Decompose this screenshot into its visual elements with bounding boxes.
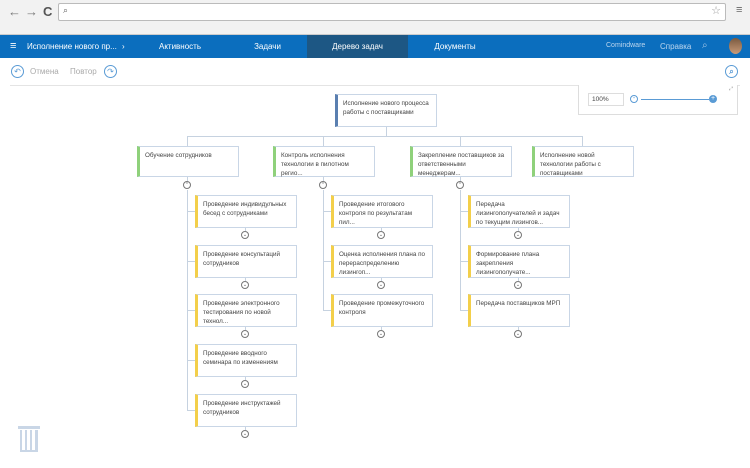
zoom-out-icon[interactable]: - [630, 95, 638, 103]
expand-toggle[interactable]: ⌄ [514, 281, 522, 289]
brand-link[interactable]: Comindware [606, 42, 646, 49]
redo-icon[interactable]: ↷ [104, 65, 117, 78]
subtask-node[interactable]: Передача лизингополучателей и задач по т… [468, 195, 570, 228]
expand-toggle[interactable]: ⌄ [241, 231, 249, 239]
connector [245, 427, 246, 430]
subtask-node[interactable]: Проведение итогового контроля по результ… [331, 195, 433, 228]
connector [187, 261, 195, 262]
connector [187, 360, 195, 361]
expand-toggle[interactable]: ⌄ [377, 330, 385, 338]
connector [518, 278, 519, 281]
connector [187, 190, 188, 410]
connector [187, 410, 195, 411]
undo-button[interactable]: Отмена [30, 67, 59, 76]
connector [187, 136, 583, 137]
chevron-right-icon: › [122, 42, 125, 51]
expand-toggle[interactable]: ⌄ [241, 281, 249, 289]
browser-chrome: ← → C ⌕ ☆ ≡ [0, 0, 750, 35]
connector [245, 377, 246, 380]
back-button[interactable]: ← [8, 4, 21, 19]
connector [323, 136, 324, 146]
connector [460, 190, 461, 310]
reload-button[interactable]: C [43, 4, 53, 19]
tab-task-tree[interactable]: Дерево задач [307, 35, 408, 58]
subtask-node[interactable]: Проведение инструктажей сотрудников [195, 394, 297, 427]
zoom-in-icon[interactable]: + [709, 95, 717, 103]
connector [323, 310, 331, 311]
subtask-node[interactable]: Проведение промежуточного контроля [331, 294, 433, 327]
menu-icon[interactable]: ≡ [736, 4, 743, 16]
connector [381, 327, 382, 330]
connector [460, 310, 468, 311]
forward-button[interactable]: → [25, 4, 38, 19]
connector [460, 177, 461, 181]
subtask-node[interactable]: Проведение индивидульных бесед с сотрудн… [195, 195, 297, 228]
connector [460, 136, 461, 146]
subtask-node[interactable]: Оценка исполнения плана по перераспредел… [331, 245, 433, 278]
tab-tasks[interactable]: Задачи [254, 42, 281, 51]
expand-toggle[interactable]: ⌄ [377, 231, 385, 239]
connector [323, 190, 324, 310]
tree-canvas [10, 85, 740, 468]
connector [187, 211, 195, 212]
connector [386, 127, 387, 137]
zoom-slider[interactable] [641, 99, 709, 100]
connector [323, 177, 324, 181]
search-icon[interactable]: ⌕ [702, 40, 708, 51]
collapse-toggle[interactable]: ⌃ [319, 181, 327, 189]
collapse-toggle[interactable]: ⌃ [183, 181, 191, 189]
subtask-node[interactable]: Проведение вводного семинара по изменени… [195, 344, 297, 377]
connector [187, 177, 188, 181]
connector [187, 136, 188, 146]
avatar[interactable] [729, 38, 742, 54]
address-bar[interactable]: ⌕ ☆ [58, 3, 726, 21]
subtask-node[interactable]: Формирование плана закрепления лизингопо… [468, 245, 570, 278]
expand-toggle[interactable]: ⌄ [377, 281, 385, 289]
task-node[interactable]: Контроль исполнения технологии в пилотно… [273, 146, 375, 177]
connector [245, 228, 246, 231]
task-node[interactable]: Исполнение новой технологии работы с пос… [532, 146, 634, 177]
connector [518, 228, 519, 231]
task-node[interactable]: Закрепление поставщиков за ответственным… [410, 146, 512, 177]
connector [245, 327, 246, 330]
connector [323, 211, 331, 212]
task-node[interactable]: Обучение сотрудников [137, 146, 239, 177]
search-icon: ⌕ [63, 5, 69, 15]
root-task-node[interactable]: Исполнение нового процесса работы с пост… [335, 94, 437, 127]
expand-toggle[interactable]: ⌄ [514, 231, 522, 239]
breadcrumb[interactable]: Исполнение нового пр... [27, 42, 117, 51]
subtask-node[interactable]: Передача поставщиков МРП [468, 294, 570, 327]
tab-documents[interactable]: Документы [434, 42, 476, 51]
expand-toggle[interactable]: ⌄ [514, 330, 522, 338]
undo-icon[interactable]: ↶ [11, 65, 24, 78]
zoom-input[interactable]: 100% [588, 93, 624, 106]
connector [460, 211, 468, 212]
zoom-panel: 100% - + ⤢ [578, 85, 738, 115]
trash-icon[interactable] [18, 424, 40, 452]
connector [460, 261, 468, 262]
connector [187, 310, 195, 311]
redo-button[interactable]: Повтор [70, 67, 97, 76]
expand-toggle[interactable]: ⌄ [241, 380, 249, 388]
help-link[interactable]: Справка [660, 42, 692, 51]
star-icon[interactable]: ☆ [711, 5, 721, 17]
expand-toggle[interactable]: ⌄ [241, 430, 249, 438]
expand-icon[interactable]: ⤢ [728, 86, 733, 92]
connector [323, 261, 331, 262]
top-nav: ≡ Исполнение нового пр... › Активность З… [0, 35, 750, 58]
subtask-node[interactable]: Проведение консультаций сотрудников [195, 245, 297, 278]
zoom-search-icon[interactable]: ⌕ [725, 65, 738, 78]
connector [582, 136, 583, 146]
connector [381, 228, 382, 231]
connector [245, 278, 246, 281]
subtask-node[interactable]: Проведение электронного тестирования по … [195, 294, 297, 327]
hamburger-icon[interactable]: ≡ [10, 40, 17, 52]
connector [381, 278, 382, 281]
tab-activity[interactable]: Активность [158, 42, 201, 51]
expand-toggle[interactable]: ⌄ [241, 330, 249, 338]
collapse-toggle[interactable]: ⌃ [456, 181, 464, 189]
connector [518, 327, 519, 330]
